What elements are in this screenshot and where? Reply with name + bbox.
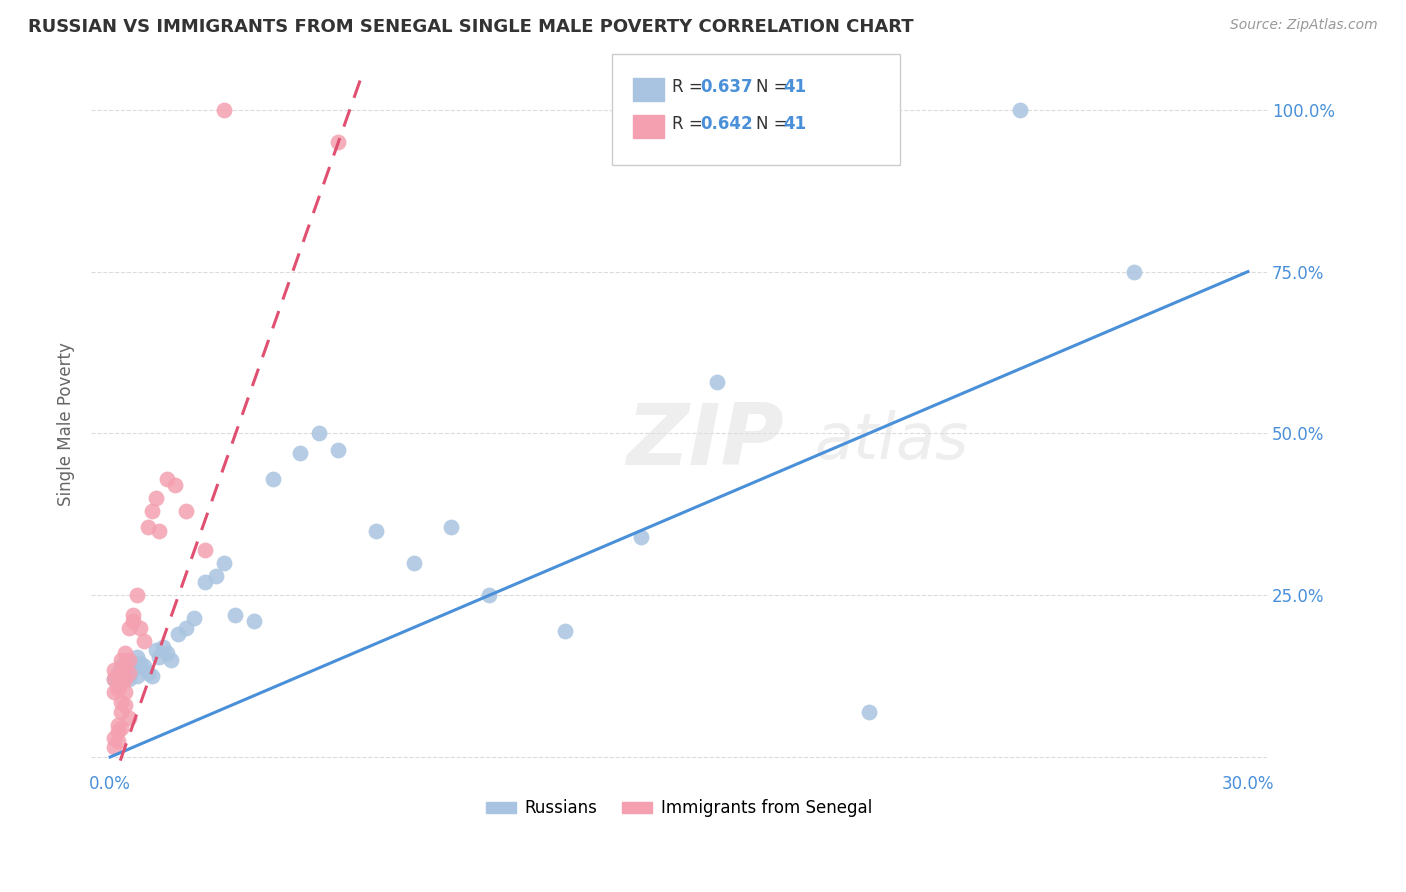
Point — [630, 530, 652, 544]
Point — [103, 731, 125, 745]
Point — [148, 649, 170, 664]
Point — [110, 665, 132, 680]
Point — [194, 575, 217, 590]
Point — [114, 665, 136, 680]
Point — [107, 724, 129, 739]
Point — [288, 446, 311, 460]
Point — [110, 653, 132, 667]
Point — [114, 659, 136, 673]
Point — [262, 472, 284, 486]
Text: R =: R = — [672, 115, 709, 133]
Point — [159, 653, 181, 667]
Point — [136, 520, 159, 534]
Point — [156, 647, 179, 661]
Point — [114, 698, 136, 713]
Point — [205, 569, 228, 583]
Point — [110, 705, 132, 719]
Point — [402, 556, 425, 570]
Point — [141, 504, 163, 518]
Point — [148, 524, 170, 538]
Point — [114, 647, 136, 661]
Text: N =: N = — [756, 115, 793, 133]
Point — [114, 685, 136, 699]
Point — [554, 624, 576, 638]
Point — [122, 614, 145, 628]
Point — [103, 685, 125, 699]
Point — [183, 611, 205, 625]
Legend: Russians, Immigrants from Senegal: Russians, Immigrants from Senegal — [479, 793, 879, 824]
Point — [125, 669, 148, 683]
Point — [174, 621, 197, 635]
Point — [212, 103, 235, 117]
Point — [134, 633, 156, 648]
Point — [478, 588, 501, 602]
Y-axis label: Single Male Poverty: Single Male Poverty — [58, 342, 75, 506]
Point — [224, 607, 246, 622]
Point — [129, 656, 152, 670]
Point — [107, 669, 129, 683]
Point — [212, 556, 235, 570]
Point — [1123, 265, 1146, 279]
Point — [125, 588, 148, 602]
Point — [194, 543, 217, 558]
Point — [107, 682, 129, 697]
Point — [125, 649, 148, 664]
Point — [326, 135, 349, 149]
Point — [103, 673, 125, 687]
Point — [122, 663, 145, 677]
Text: ZIP: ZIP — [626, 400, 783, 483]
Point — [174, 504, 197, 518]
Point — [136, 665, 159, 680]
Point — [243, 614, 266, 628]
Point — [118, 656, 141, 670]
Point — [145, 491, 167, 505]
Text: 41: 41 — [783, 115, 806, 133]
Point — [118, 665, 141, 680]
Point — [364, 524, 387, 538]
Point — [110, 721, 132, 735]
Point — [107, 665, 129, 680]
Text: 0.637: 0.637 — [700, 78, 752, 95]
Point — [110, 663, 132, 677]
Point — [163, 478, 186, 492]
Point — [156, 472, 179, 486]
Point — [107, 734, 129, 748]
Text: 41: 41 — [783, 78, 806, 95]
Text: Source: ZipAtlas.com: Source: ZipAtlas.com — [1230, 18, 1378, 32]
Point — [110, 659, 132, 673]
Point — [114, 673, 136, 687]
Point — [134, 659, 156, 673]
Text: RUSSIAN VS IMMIGRANTS FROM SENEGAL SINGLE MALE POVERTY CORRELATION CHART: RUSSIAN VS IMMIGRANTS FROM SENEGAL SINGL… — [28, 18, 914, 36]
Point — [103, 663, 125, 677]
Point — [706, 375, 728, 389]
Point — [103, 740, 125, 755]
Point — [129, 621, 152, 635]
Point — [107, 717, 129, 731]
Point — [1010, 103, 1032, 117]
Point — [167, 627, 190, 641]
Point — [141, 669, 163, 683]
Point — [145, 643, 167, 657]
Point — [858, 705, 880, 719]
Point — [103, 673, 125, 687]
Text: N =: N = — [756, 78, 793, 95]
Text: R =: R = — [672, 78, 709, 95]
Point — [122, 607, 145, 622]
Point — [118, 673, 141, 687]
Point — [118, 621, 141, 635]
Point — [110, 675, 132, 690]
Text: atlas: atlas — [814, 410, 969, 472]
Point — [152, 640, 174, 654]
Point — [107, 679, 129, 693]
Point — [440, 520, 463, 534]
Point — [118, 653, 141, 667]
Point — [110, 695, 132, 709]
Point — [118, 711, 141, 725]
Point — [326, 442, 349, 457]
Point — [308, 426, 330, 441]
Text: 0.642: 0.642 — [700, 115, 752, 133]
